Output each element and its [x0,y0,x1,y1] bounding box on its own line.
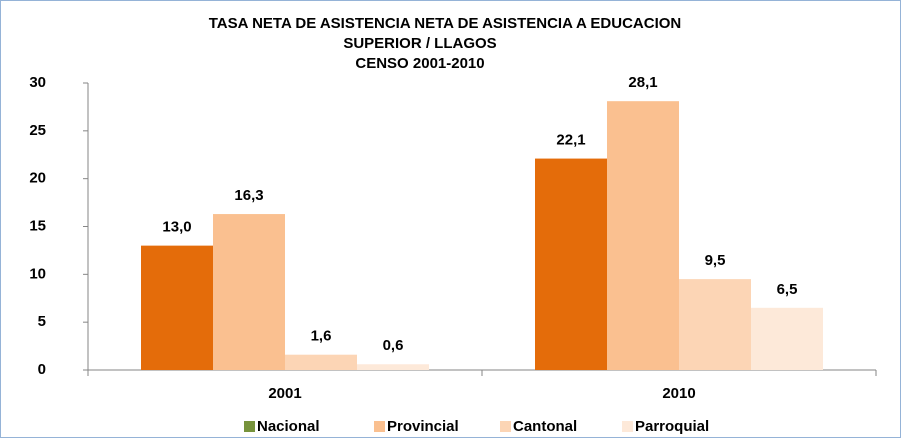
legend-label: Nacional [257,418,320,435]
x-tick-label: 2010 [662,385,695,402]
x-tick-label: 2001 [268,385,301,402]
bar [751,307,823,370]
y-tick-label: 5 [38,313,46,330]
chart-title: CENSO 2001-2010 [355,55,484,72]
legend-swatch [622,421,633,432]
data-label: 28,1 [628,74,657,91]
bar [679,279,751,370]
y-tick-label: 10 [29,265,46,282]
bar [607,101,679,370]
data-label: 22,1 [556,132,585,149]
data-label: 6,5 [777,281,798,298]
bar [213,214,285,370]
bar [357,364,429,370]
legend-swatch [500,421,511,432]
data-label: 16,3 [234,187,263,204]
legend-label: Cantonal [513,418,577,435]
legend-label: Provincial [387,418,459,435]
data-label: 13,0 [162,219,191,236]
data-label: 1,6 [311,328,332,345]
data-label: 0,6 [383,337,404,354]
y-tick-label: 0 [38,361,46,378]
legend-swatch [244,421,255,432]
y-tick-label: 15 [29,217,46,234]
bar [141,245,213,370]
legend-label: Parroquial [635,418,709,435]
legend-swatch [374,421,385,432]
data-label: 9,5 [705,252,726,269]
chart-title: SUPERIOR / LLAGOS [343,35,496,52]
y-tick-label: 25 [29,122,46,139]
y-tick-label: 20 [29,170,46,187]
y-tick-label: 30 [29,74,46,91]
chart-title: TASA NETA DE ASISTENCIA NETA DE ASISTENC… [209,15,682,32]
bar [535,158,607,370]
bar [285,354,357,370]
